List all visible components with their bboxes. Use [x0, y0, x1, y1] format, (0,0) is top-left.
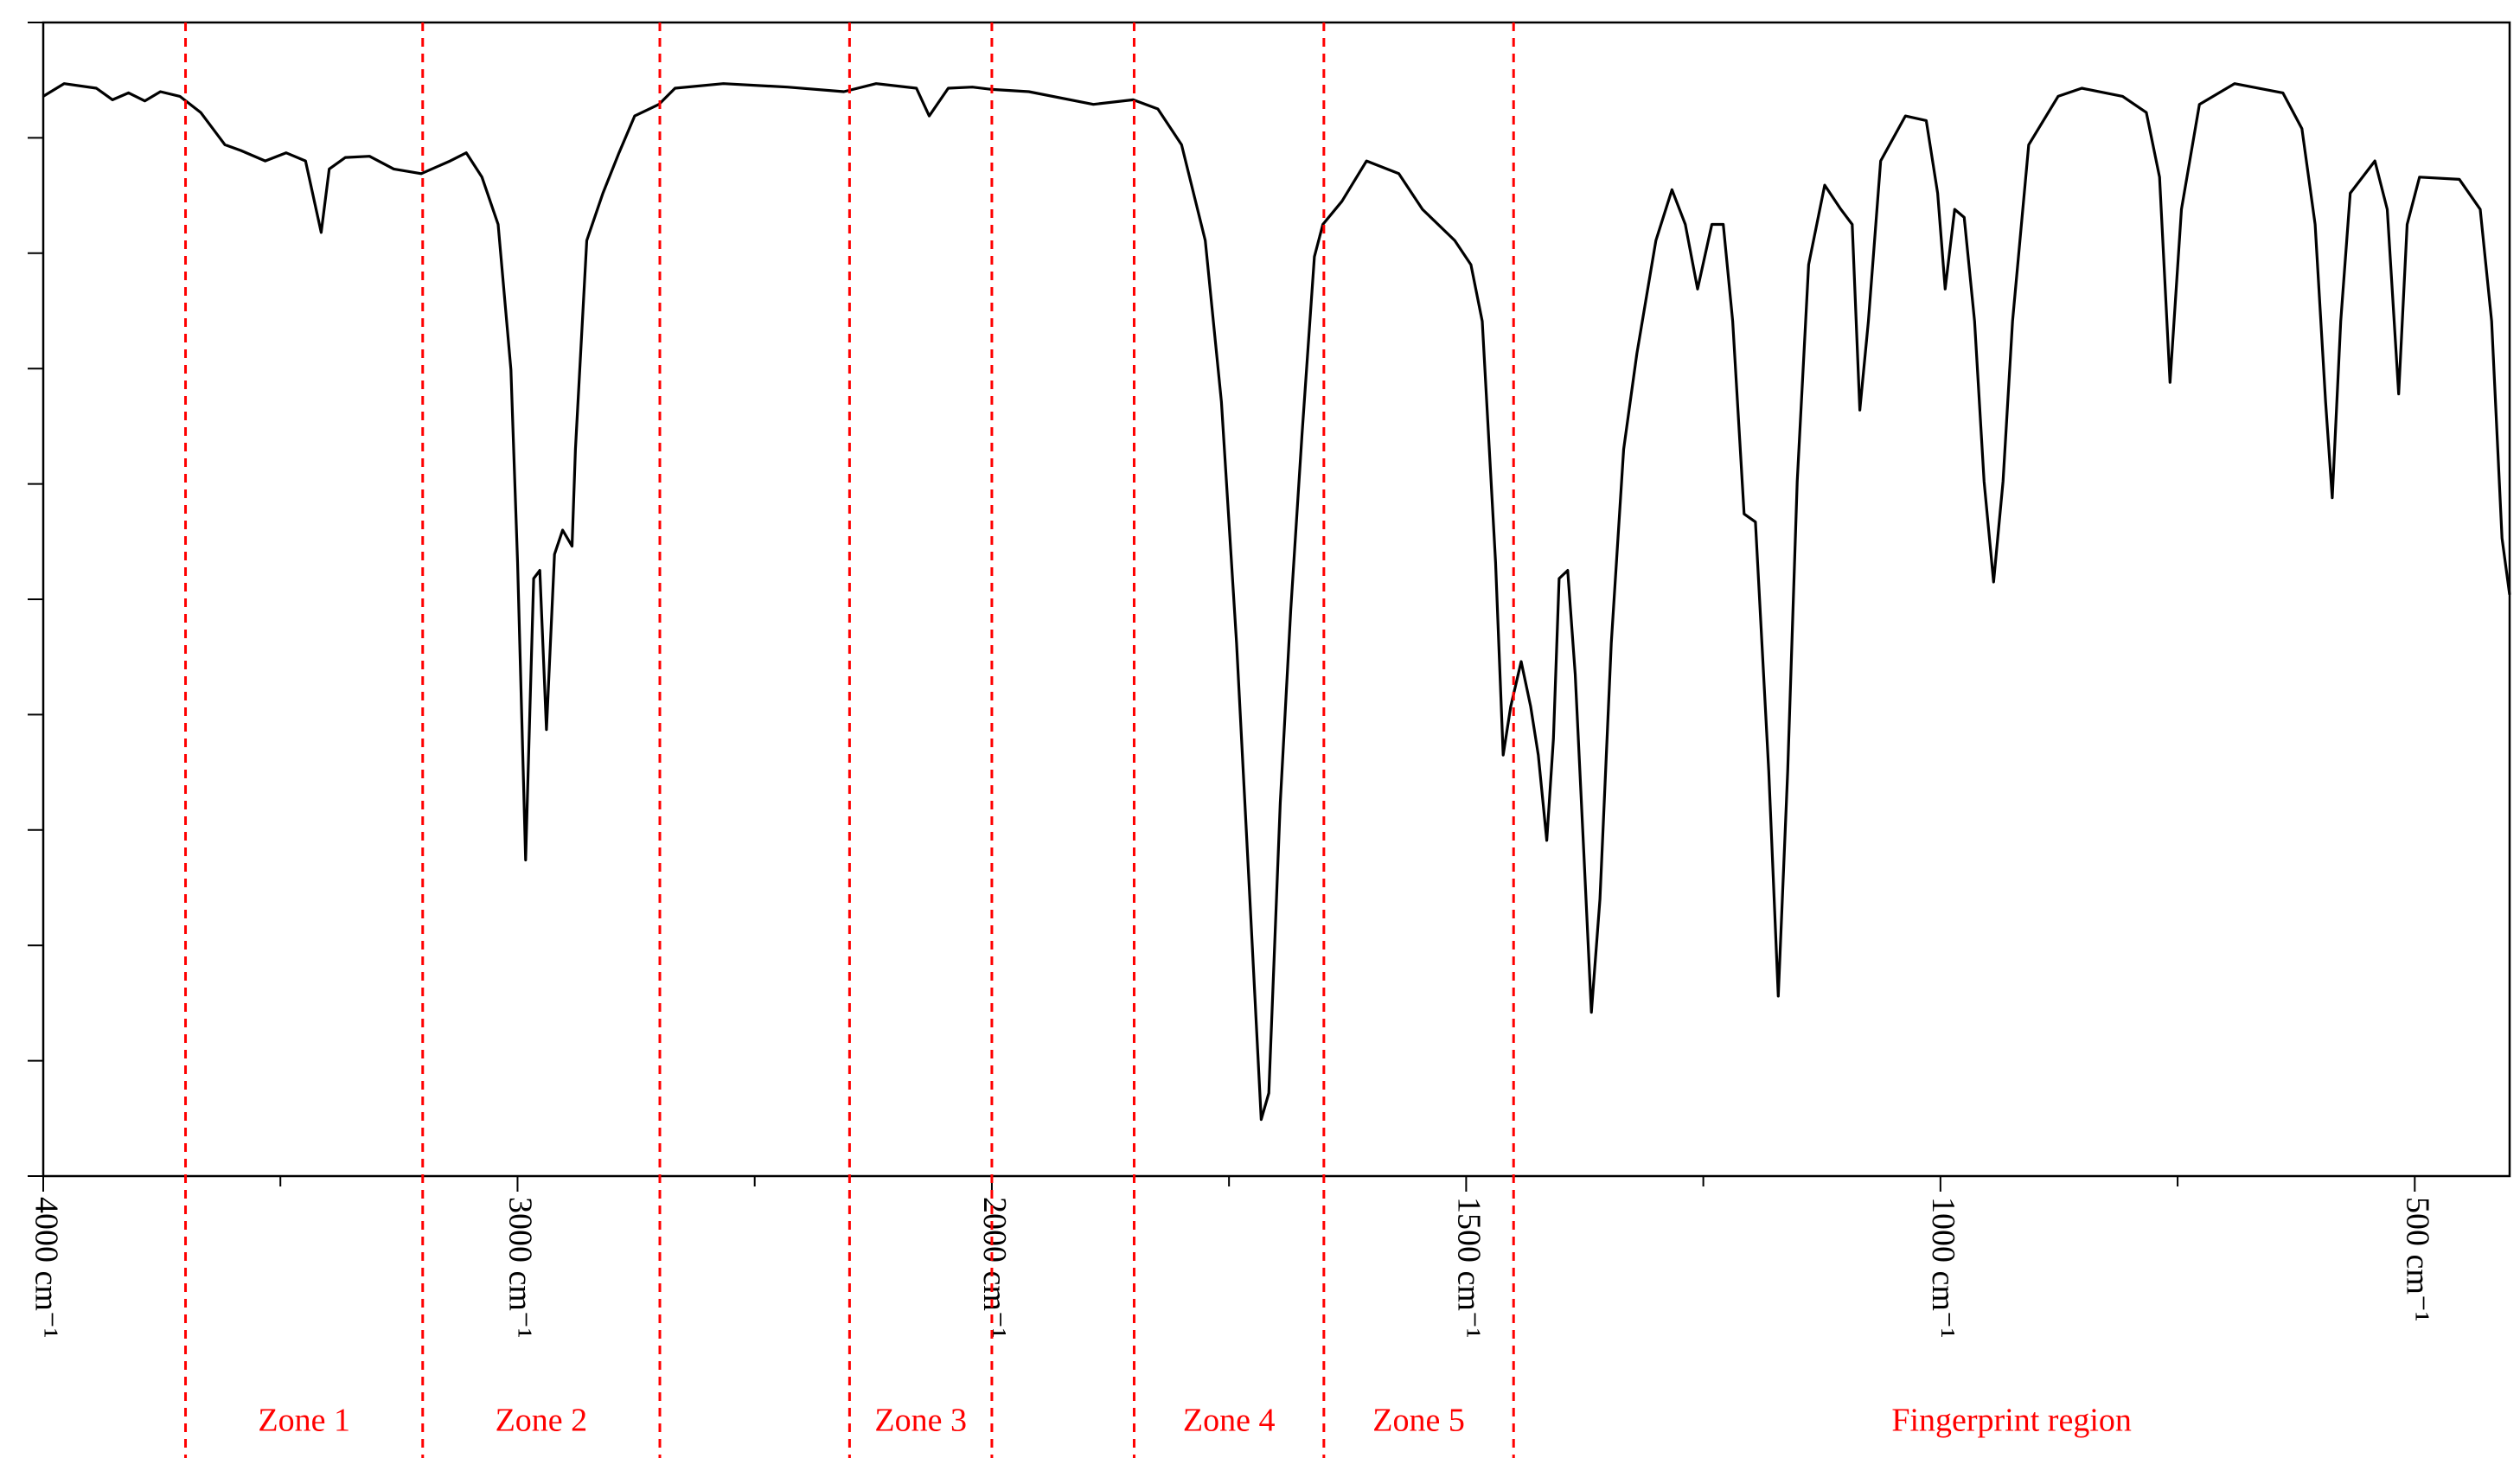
zone-label: Zone 1: [258, 1403, 350, 1439]
zone-label: Fingerprint region: [1891, 1403, 2132, 1439]
x-tick-label: 500 cm⁻¹: [2400, 1197, 2436, 1321]
zone-label: Zone 3: [874, 1403, 967, 1439]
plot-frame: [42, 21, 2511, 1178]
zone-label: Zone 2: [496, 1403, 588, 1439]
x-tick-label: 1000 cm⁻¹: [1925, 1197, 1961, 1338]
zone-label: Zone 4: [1183, 1403, 1276, 1439]
x-tick-label: 2000 cm⁻¹: [976, 1197, 1013, 1338]
x-tick-label: 4000 cm⁻¹: [28, 1197, 64, 1338]
x-tick-label: 3000 cm⁻¹: [502, 1197, 539, 1338]
spectrum-line: [42, 82, 2511, 1122]
zone-label: Zone 5: [1372, 1403, 1465, 1439]
x-tick-label: 1500 cm⁻¹: [1451, 1197, 1487, 1338]
